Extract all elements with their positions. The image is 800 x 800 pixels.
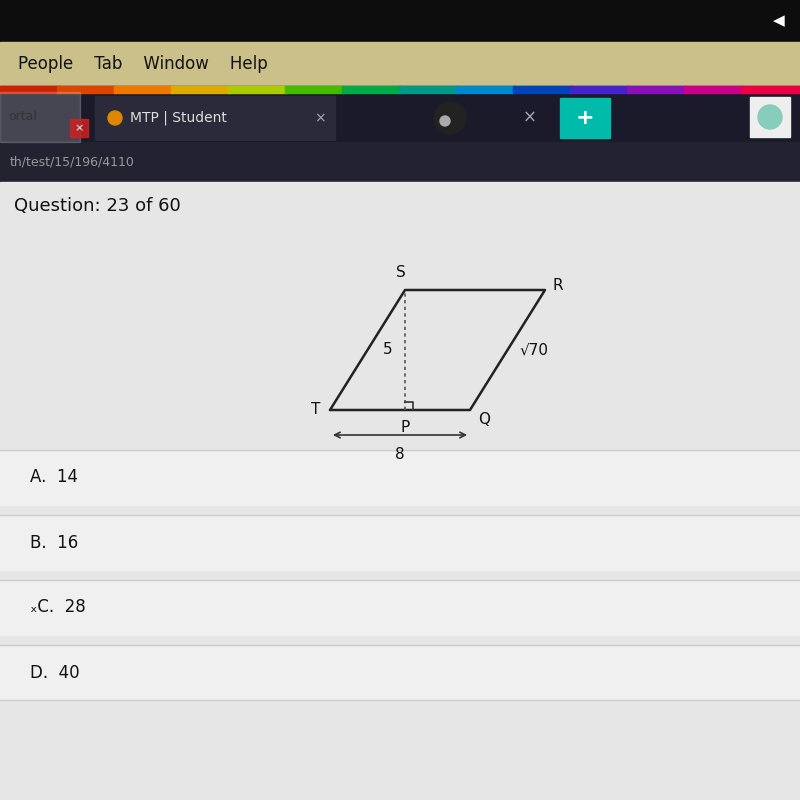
- Circle shape: [108, 111, 122, 125]
- Bar: [0, 515, 800, 570]
- Bar: [342, 86, 401, 93]
- Bar: [0, 92, 80, 142]
- Circle shape: [440, 116, 450, 126]
- Bar: [684, 86, 743, 93]
- Text: D.  40: D. 40: [30, 663, 80, 682]
- Bar: [0, 450, 800, 505]
- Bar: [750, 97, 790, 137]
- Text: S: S: [396, 265, 406, 280]
- Bar: [114, 86, 173, 93]
- Bar: [741, 86, 800, 93]
- Bar: [560, 98, 610, 138]
- Bar: [0, 182, 800, 800]
- Text: 5: 5: [383, 342, 393, 358]
- Text: P: P: [400, 420, 410, 435]
- Text: Q: Q: [478, 412, 490, 427]
- Text: ortal: ortal: [8, 110, 37, 123]
- Bar: [627, 86, 686, 93]
- Text: B.  16: B. 16: [30, 534, 78, 551]
- Bar: [57, 86, 116, 93]
- Bar: [0, 42, 800, 86]
- Bar: [0, 86, 800, 142]
- Text: What is the area of the parallelogram, with lengths as marked, shown above?: What is the area of the parallelogram, w…: [14, 453, 585, 467]
- Bar: [285, 86, 344, 93]
- Bar: [228, 86, 287, 93]
- Text: R: R: [553, 278, 564, 294]
- Text: ×: ×: [314, 111, 326, 125]
- Bar: [0, 580, 800, 635]
- Circle shape: [434, 102, 466, 134]
- Text: √70: √70: [519, 342, 549, 358]
- Bar: [0, 86, 59, 93]
- Text: ₓC.  28: ₓC. 28: [30, 598, 86, 617]
- Bar: [95, 96, 335, 140]
- Text: People    Tab    Window    Help: People Tab Window Help: [18, 55, 268, 73]
- Circle shape: [758, 105, 782, 129]
- Bar: [0, 142, 800, 182]
- Bar: [570, 86, 629, 93]
- Text: ◀: ◀: [774, 14, 785, 29]
- Text: Question: 23 of 60: Question: 23 of 60: [14, 197, 181, 215]
- Text: ×: ×: [523, 109, 537, 127]
- Text: ×: ×: [74, 123, 84, 133]
- Text: MTP | Student: MTP | Student: [130, 110, 227, 126]
- Bar: [513, 86, 572, 93]
- Bar: [399, 86, 458, 93]
- Bar: [171, 86, 230, 93]
- Text: +: +: [576, 108, 594, 128]
- Bar: [70, 119, 88, 137]
- Bar: [456, 86, 515, 93]
- Bar: [0, 645, 800, 700]
- Bar: [0, 0, 800, 42]
- Text: th/test/15/196/4110: th/test/15/196/4110: [10, 155, 135, 169]
- Text: A.  14: A. 14: [30, 469, 78, 486]
- Text: 8: 8: [395, 447, 405, 462]
- Text: T: T: [310, 402, 320, 418]
